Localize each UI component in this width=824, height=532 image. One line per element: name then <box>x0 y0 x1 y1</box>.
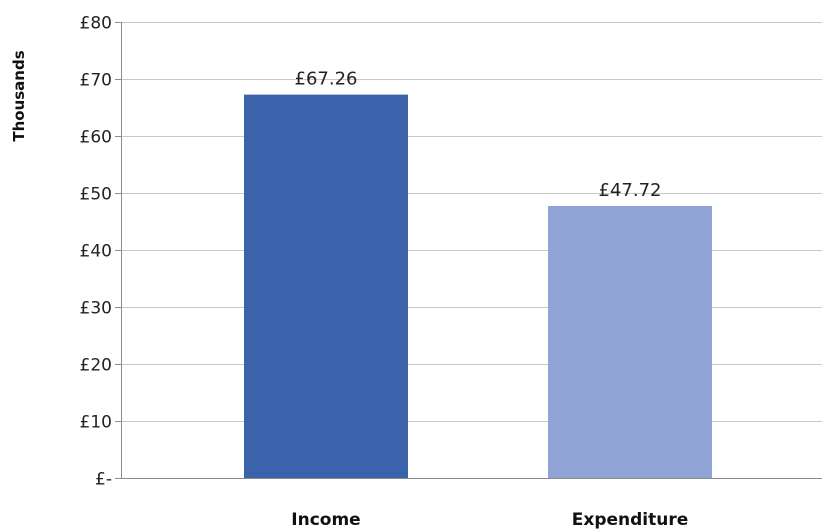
y-tick-label: £40 <box>80 242 112 262</box>
y-axis-title: Thousands <box>10 50 28 141</box>
data-label-income: £67.26 <box>295 69 358 90</box>
y-tick-label: £10 <box>80 413 112 433</box>
y-tick-label: £80 <box>80 14 112 34</box>
bar-income <box>244 94 408 479</box>
data-label-expenditure: £47.72 <box>599 180 662 201</box>
gridlines <box>121 22 822 422</box>
y-tick-label: £30 <box>80 299 112 319</box>
category-label-expenditure: Expenditure <box>572 510 689 530</box>
y-tick-label: £- <box>95 470 112 490</box>
bars <box>244 94 712 479</box>
y-tick-label: £20 <box>80 356 112 376</box>
labels: £- £10 £20 £30 £40 £50 £60 £70 £80 £67.26 Income £4… <box>80 14 689 531</box>
y-tick-label: £70 <box>80 71 112 91</box>
category-label-income: Income <box>291 510 360 530</box>
bar-expenditure <box>548 205 712 478</box>
y-tick-label: £60 <box>80 128 112 148</box>
y-tick-label: £50 <box>80 185 112 205</box>
axes <box>115 22 822 479</box>
